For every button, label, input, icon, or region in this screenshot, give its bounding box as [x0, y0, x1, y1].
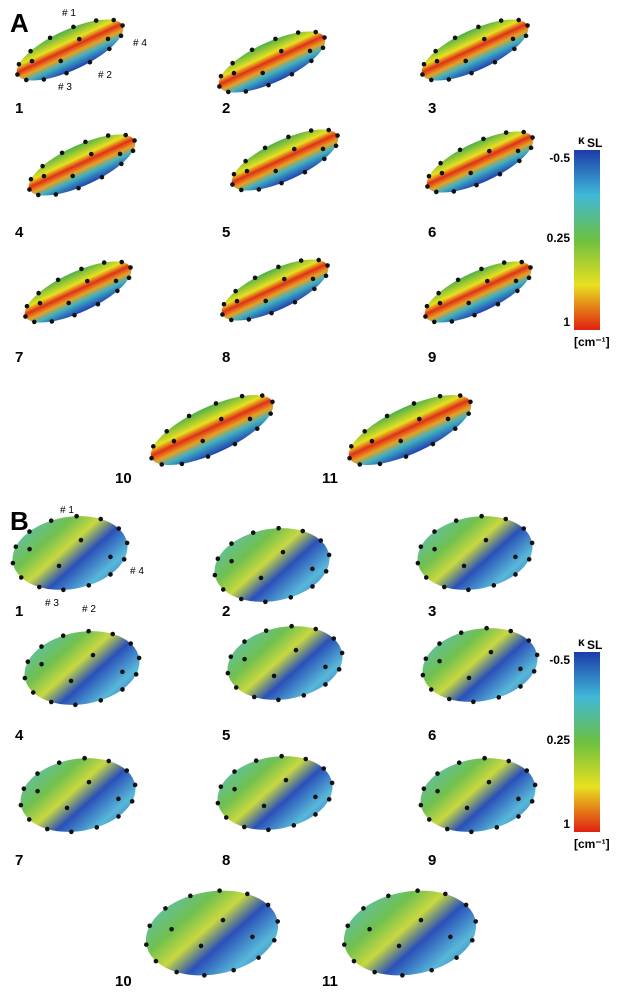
colorbar-tick: -0.5: [549, 151, 570, 165]
map-number: 4: [15, 224, 24, 241]
surface-map: [416, 117, 544, 207]
surface-map: [18, 120, 146, 210]
surface-map: [411, 5, 539, 95]
surface-map: [221, 115, 349, 205]
colorbar-tick: 1: [563, 315, 570, 329]
map-number: 10: [115, 470, 132, 487]
colorbar-subscript: SL: [587, 638, 602, 652]
map-number: 8: [222, 852, 230, 869]
colorbar-tick: 0.25: [547, 733, 571, 747]
surface: [209, 519, 336, 610]
surface-map: [409, 506, 541, 601]
surface-map: [137, 879, 288, 987]
electrode-marker: # 3: [45, 598, 59, 609]
map-number: 2: [222, 100, 230, 117]
map-number: 6: [428, 727, 436, 744]
map-number: 1: [15, 100, 23, 117]
map-number: 7: [15, 349, 23, 366]
figure: A1234567891011# 1# 2# 3# 4κSL-0.50.251[c…: [0, 0, 624, 992]
colorbar-title: κ: [578, 133, 585, 147]
surface: [212, 747, 339, 838]
colorbar-tick: -0.5: [549, 653, 570, 667]
map-number: 5: [222, 224, 230, 241]
map-number: 4: [15, 727, 24, 744]
map-number: 8: [222, 349, 230, 366]
electrode-marker: # 4: [130, 566, 144, 577]
colorbar-title: κ: [578, 635, 585, 649]
surface-map: [14, 247, 142, 337]
panel-label: A: [10, 8, 29, 38]
electrode-marker: # 2: [98, 70, 112, 81]
map-number: 10: [115, 973, 132, 990]
surface: [15, 749, 142, 840]
surface-map: [139, 378, 285, 481]
surface: [417, 619, 544, 710]
map-number: 6: [428, 224, 436, 241]
surface: [412, 507, 539, 598]
map-number: 3: [428, 100, 436, 117]
electrode-marker: # 4: [133, 38, 147, 49]
colorbar-tick: 0.25: [547, 231, 571, 245]
map-number: 9: [428, 852, 436, 869]
map-number: 11: [322, 973, 338, 990]
surface: [139, 881, 285, 986]
surface-map: [414, 247, 542, 337]
surface-map: [12, 748, 144, 843]
map-number: 9: [428, 349, 436, 366]
colorbar-unit: [cm⁻¹]: [574, 837, 610, 851]
colorbar-tick: 1: [563, 817, 570, 831]
surface-map: [206, 518, 338, 613]
map-number: 3: [428, 603, 436, 620]
colorbar-subscript: SL: [587, 136, 602, 150]
map-number: 11: [322, 470, 338, 487]
surface-map: [219, 616, 351, 711]
map-number: 5: [222, 727, 230, 744]
map-number: 2: [222, 603, 230, 620]
surface: [415, 749, 542, 840]
page: {"panels": [ {"label": "A", "items": ["1…: [0, 0, 624, 992]
map-number: 7: [15, 852, 23, 869]
panel-label: B: [10, 506, 29, 536]
colorbar: [574, 150, 600, 330]
surface-map: [337, 378, 483, 481]
electrode-marker: # 2: [82, 604, 96, 615]
surface-map: [414, 618, 546, 713]
surface: [222, 617, 349, 708]
surface-map: [16, 621, 148, 716]
surface-map: [211, 245, 339, 335]
map-number: 1: [15, 603, 23, 620]
surface-map: [335, 879, 486, 987]
colorbar: [574, 652, 600, 832]
surface: [337, 881, 483, 986]
electrode-marker: # 3: [58, 82, 72, 93]
surface-map: [209, 746, 341, 841]
colorbar-unit: [cm⁻¹]: [574, 335, 610, 349]
surface: [19, 622, 146, 713]
surface-map: [412, 748, 544, 843]
electrode-marker: # 1: [62, 8, 76, 19]
surface-map: [208, 17, 336, 107]
electrode-marker: # 1: [60, 505, 74, 516]
